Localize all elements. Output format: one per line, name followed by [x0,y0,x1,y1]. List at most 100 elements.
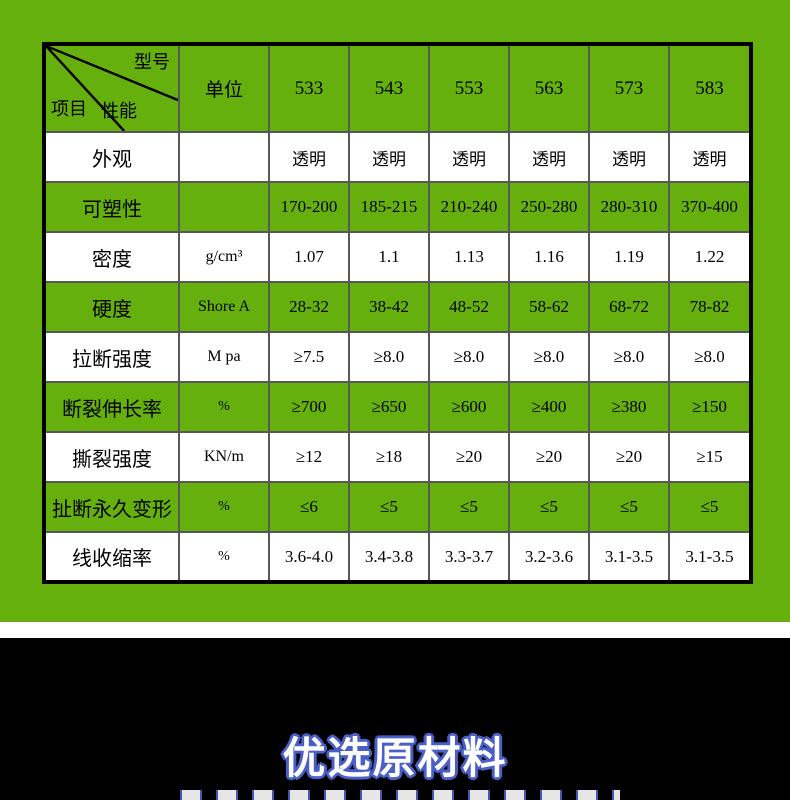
row-label: 密度 [43,231,180,283]
spec-value-cell: 250-280 [508,181,590,233]
spec-value-cell: ≥8.0 [588,331,670,383]
table-row-linear-shrinkage: 线收缩率 % 3.6-4.0 3.4-3.8 3.3-3.7 3.2-3.6 3… [43,531,752,583]
spec-value-cell: 1.16 [508,231,590,283]
spec-value-cell: ≥380 [588,381,670,433]
spec-value-cell: ≥12 [268,431,350,483]
spec-value-cell: 210-240 [428,181,510,233]
row-label: 断裂伸长率 [43,381,180,433]
row-label: 硬度 [43,281,180,333]
spec-value-cell: 透明 [588,131,670,183]
table-row-permanent-set: 扯断永久变形 % ≤6 ≤5 ≤5 ≤5 ≤5 ≤5 [43,481,752,533]
spec-value-cell: ≥18 [348,431,430,483]
table-header-row: 型号 性能 项目 单位 533 543 553 563 573 583 [43,43,752,133]
spec-value-cell: 3.6-4.0 [268,531,350,583]
spec-value-cell: 3.2-3.6 [508,531,590,583]
row-unit: % [178,381,270,433]
spec-value-cell: 78-82 [668,281,752,333]
row-unit: KN/m [178,431,270,483]
spec-value-cell: ≥20 [428,431,510,483]
spec-value-cell: ≤5 [428,481,510,533]
spec-value-cell: 1.1 [348,231,430,283]
spec-value-cell: 1.13 [428,231,510,283]
spec-value-cell: 1.19 [588,231,670,283]
corner-header-cell: 型号 性能 项目 [43,43,180,133]
row-label: 外观 [43,131,180,183]
row-unit: g/cm³ [178,231,270,283]
spec-value-cell: 1.22 [668,231,752,283]
row-unit: Shore A [178,281,270,333]
spec-value-cell: 3.1-3.5 [588,531,670,583]
spec-value-cell: 58-62 [508,281,590,333]
model-column-header-583: 583 [668,43,752,133]
diagonal-divider-icon [46,46,178,131]
spec-value-cell: 1.07 [268,231,350,283]
clipped-text-line [180,790,620,800]
spec-value-cell: ≥7.5 [268,331,350,383]
spec-value-cell: ≥8.0 [668,331,752,383]
spec-value-cell: ≥700 [268,381,350,433]
spec-value-cell: 透明 [668,131,752,183]
spec-value-cell: ≤5 [668,481,752,533]
table-row-plasticity: 可塑性 170-200 185-215 210-240 250-280 280-… [43,181,752,233]
spec-value-cell: ≥150 [668,381,752,433]
spec-value-cell: 28-32 [268,281,350,333]
spec-value-cell: ≥15 [668,431,752,483]
spec-value-cell: ≥8.0 [428,331,510,383]
spec-value-cell: ≤5 [508,481,590,533]
footer-headline: 优选原材料 [282,735,508,783]
spec-value-cell: 370-400 [668,181,752,233]
spec-value-cell: ≥650 [348,381,430,433]
spec-table: 型号 性能 项目 单位 533 543 553 563 573 583 外观 [42,42,753,584]
row-label: 拉断强度 [43,331,180,383]
table-row-elongation: 断裂伸长率 % ≥700 ≥650 ≥600 ≥400 ≥380 ≥150 [43,381,752,433]
table-row-tensile-strength: 拉断强度 M pa ≥7.5 ≥8.0 ≥8.0 ≥8.0 ≥8.0 ≥8.0 [43,331,752,383]
table-row-appearance: 外观 透明 透明 透明 透明 透明 透明 [43,131,752,183]
model-column-header-543: 543 [348,43,430,133]
spec-value-cell: 3.1-3.5 [668,531,752,583]
corner-performance-label: 性能 [101,101,137,121]
spec-value-cell: ≥600 [428,381,510,433]
spec-value-cell: 185-215 [348,181,430,233]
spec-value-cell: ≥400 [508,381,590,433]
spec-table-section: 型号 性能 项目 单位 533 543 553 563 573 583 外观 [0,0,790,622]
row-label: 撕裂强度 [43,431,180,483]
spec-value-cell: 48-52 [428,281,510,333]
corner-item-label: 项目 [51,99,87,119]
model-column-header-573: 573 [588,43,670,133]
unit-column-header: 单位 [178,43,270,133]
spec-value-cell: 透明 [348,131,430,183]
table-row-tear-strength: 撕裂强度 KN/m ≥12 ≥18 ≥20 ≥20 ≥20 ≥15 [43,431,752,483]
row-unit [178,181,270,233]
row-unit: % [178,531,270,583]
spec-value-cell: ≥8.0 [508,331,590,383]
corner-model-label: 型号 [134,52,170,72]
row-unit [178,131,270,183]
spec-value-cell: ≤6 [268,481,350,533]
spec-value-cell: ≤5 [348,481,430,533]
model-column-header-533: 533 [268,43,350,133]
divider-strip [0,622,790,638]
spec-value-cell: ≥20 [508,431,590,483]
spec-value-cell: 透明 [428,131,510,183]
spec-value-cell: 3.3-3.7 [428,531,510,583]
table-row-density: 密度 g/cm³ 1.07 1.1 1.13 1.16 1.19 1.22 [43,231,752,283]
row-unit: M pa [178,331,270,383]
table-row-hardness: 硬度 Shore A 28-32 38-42 48-52 58-62 68-72… [43,281,752,333]
footer-banner: 优选原材料 [0,638,790,800]
model-column-header-553: 553 [428,43,510,133]
spec-value-cell: 170-200 [268,181,350,233]
spec-value-cell: 透明 [268,131,350,183]
spec-value-cell: 68-72 [588,281,670,333]
row-label: 可塑性 [43,181,180,233]
spec-value-cell: ≥8.0 [348,331,430,383]
spec-value-cell: ≤5 [588,481,670,533]
spec-value-cell: 透明 [508,131,590,183]
spec-value-cell: 3.4-3.8 [348,531,430,583]
spec-value-cell: 280-310 [588,181,670,233]
spec-value-cell: 38-42 [348,281,430,333]
row-unit: % [178,481,270,533]
row-label: 扯断永久变形 [43,481,180,533]
model-column-header-563: 563 [508,43,590,133]
row-label: 线收缩率 [43,531,180,583]
